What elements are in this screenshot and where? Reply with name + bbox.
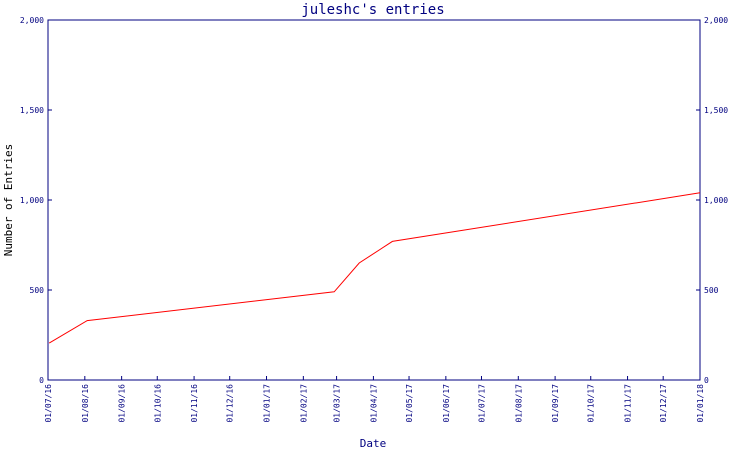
- x-tick-label: 01/02/17: [299, 384, 308, 423]
- y-tick-label-left: 1,000: [20, 196, 44, 205]
- x-tick-label: 01/04/17: [369, 384, 378, 423]
- x-tick-label: 01/12/17: [659, 384, 668, 423]
- x-tick-label: 01/05/17: [405, 384, 414, 423]
- y-tick-label-left: 500: [30, 286, 45, 295]
- y-axis-label: Number of Entries: [2, 144, 15, 257]
- x-tick-label: 01/01/18: [696, 384, 705, 423]
- x-tick-label: 01/08/16: [81, 384, 90, 423]
- y-tick-label-left: 1,500: [20, 106, 44, 115]
- x-tick-label: 01/07/16: [44, 384, 53, 423]
- y-axis-left: 0 500 1,000 1,500 2,000: [20, 16, 52, 385]
- x-tick-label: 01/09/16: [118, 384, 127, 423]
- y-axis-right: 0 500 1,000 1,500 2,000: [696, 16, 728, 385]
- y-tick-label-left: 0: [39, 376, 44, 385]
- x-tick-label: 01/07/17: [477, 384, 486, 423]
- x-tick-label: 01/03/17: [333, 384, 342, 423]
- series-line: [48, 192, 701, 344]
- x-tick-label: 01/11/17: [624, 384, 633, 423]
- x-axis: 01/07/16 01/08/16 01/09/16 01/10/16 01/11/16…: [44, 376, 705, 423]
- x-tick-label: 01/10/17: [587, 384, 596, 423]
- x-tick-label: 01/11/16: [190, 384, 199, 423]
- y-tick-label-right: 2,000: [704, 16, 728, 25]
- x-tick-label: 01/10/16: [153, 384, 162, 423]
- x-axis-label: Date: [360, 437, 387, 450]
- y-tick-label-left: 2,000: [20, 16, 44, 25]
- x-tick-label: 01/01/17: [263, 384, 272, 423]
- y-tick-label-right: 500: [704, 286, 719, 295]
- plot-frame: [47, 19, 701, 381]
- x-tick-label: 01/12/16: [226, 384, 235, 423]
- y-tick-label-right: 0: [704, 376, 709, 385]
- x-tick-label: 01/08/17: [514, 384, 523, 423]
- y-tick-label-right: 1,000: [704, 196, 728, 205]
- x-tick-label: 01/06/17: [442, 384, 451, 423]
- y-tick-label-right: 1,500: [704, 106, 728, 115]
- chart-title: juleshc's entries: [301, 2, 444, 18]
- x-tick-label: 01/09/17: [551, 384, 560, 423]
